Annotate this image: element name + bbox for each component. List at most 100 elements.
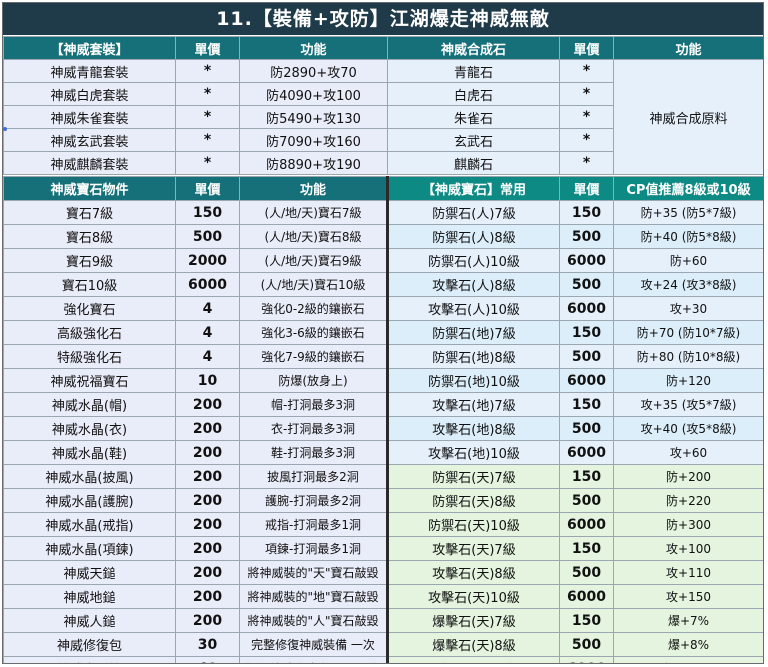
- cell-function: 將神威裝的"地"寶石敲毀: [239, 584, 388, 609]
- cell-price: 500: [559, 416, 614, 441]
- cell-stone: 防禦石(人)7級: [386, 200, 560, 225]
- selection-marker: [3, 127, 7, 131]
- cell-function: 戒指-打洞最多1洞: [239, 512, 388, 537]
- cell-cp-value: 攻+24 (攻3*8級): [613, 272, 763, 297]
- table-row: 神威祝福寶石 10 防爆(放身上) 防禦石(地)10級 6000 防+120: [3, 368, 763, 393]
- cell-price: 200: [175, 440, 240, 465]
- cell-stone: 防禦石(地)10級: [386, 368, 560, 393]
- cell-stone: 防禦石(天)10級: [386, 512, 560, 537]
- cell-item: 神威水晶(鞋): [3, 440, 176, 465]
- cell-function: 將神威裝的"天"寶石敲毀: [239, 560, 388, 585]
- cell-stone: 攻擊石(地)10級: [386, 440, 560, 465]
- cell-stone: 防禦石(人)10級: [386, 248, 560, 273]
- cell-item: 強化寶石: [3, 296, 176, 321]
- cell-cp-value: 爆+8%: [613, 632, 763, 657]
- cell-cp-value: 攻+40 (攻5*8級): [613, 416, 763, 441]
- cell-cp-value: 攻+150: [613, 584, 763, 609]
- cell-price: *: [559, 59, 614, 83]
- table-row: 特級強化石 4 強化7-9級的鑲嵌石 防禦石(地)8級 500 防+80 (防10*8級): [3, 344, 763, 369]
- cell-price: 6000: [559, 368, 614, 393]
- cell-stone: 朱雀石: [387, 105, 560, 129]
- table-row: 寶石8級 500 (人/地/天)寶石8級 防禦石(人)8級 500 防+40 (防5*8級…: [3, 224, 763, 249]
- cell-price: 4: [175, 320, 240, 345]
- table-row: 神威麒麟套裝 * 防8890+攻190 麒麟石 *: [3, 151, 764, 175]
- cell-price: 150: [175, 200, 240, 225]
- cell-price: 200: [175, 512, 240, 537]
- cell-price: 500: [559, 632, 614, 657]
- cell-function: 強化7-9級的鑲嵌石: [239, 344, 388, 369]
- cell-item: 神威地鎚: [3, 584, 176, 609]
- cell-price: 150: [559, 464, 614, 489]
- cell-price: 500: [559, 344, 614, 369]
- cell-price: 30: [175, 632, 240, 657]
- cell-stone: 麒麟石: [387, 151, 560, 175]
- cell-stone: 防禦石(人)8級: [386, 224, 560, 249]
- set-table-header: 【神威套裝】 單價 功能 神威合成石 單價 功能: [3, 36, 763, 60]
- cell-cp-value: 攻+60: [613, 440, 763, 465]
- cell-price: 6000: [559, 656, 614, 663]
- col-header: 【神威套裝】: [3, 36, 176, 60]
- cell-stone: 白虎石: [387, 82, 560, 106]
- table-row: 寶石10級 6000 (人/地/天)寶石10級 攻擊石(人)8級 500 攻+24 (攻3…: [3, 272, 763, 297]
- cell-function: 將神威裝的"人"寶石敲毀: [239, 608, 388, 633]
- cell-cp-value: 防+300: [613, 512, 763, 537]
- cell-price: *: [175, 82, 240, 106]
- cell-function: 帽-打洞最多3洞: [239, 392, 388, 417]
- cell-item: 高級強化石: [3, 320, 176, 345]
- cell-function: 防5490+攻130: [239, 105, 388, 129]
- cell-item: 特級強化石: [3, 344, 176, 369]
- cell-price: 500: [559, 224, 614, 249]
- cell-price: *: [559, 151, 614, 175]
- cell-function: 強化0-2級的鑲嵌石: [239, 296, 388, 321]
- col-header: 單價: [559, 176, 614, 201]
- cell-price: *: [559, 128, 614, 152]
- col-header: 神威合成石: [387, 36, 560, 60]
- cell-item: 神威朱雀套裝: [3, 105, 176, 129]
- cell-price: 6000: [175, 272, 240, 297]
- cell-stone: 攻擊石(人)8級: [386, 272, 560, 297]
- cell-item: 寶石10級: [3, 272, 176, 297]
- cell-price: *: [559, 105, 614, 129]
- cell-item: 寶石9級: [3, 248, 176, 273]
- cell-price: 500: [559, 560, 614, 585]
- table-row: 神威地鎚 200 將神威裝的"地"寶石敲毀 攻擊石(天)10級 6000 攻+150: [3, 584, 763, 609]
- cell-price: 150: [559, 200, 614, 225]
- cell-price: 150: [559, 536, 614, 561]
- cell-item: 神威青龍套裝: [3, 59, 176, 83]
- col-header: 單價: [175, 176, 240, 201]
- cell-item: 神威水晶(帽): [3, 392, 176, 417]
- cell-function: 衣-打洞最多3洞: [239, 416, 388, 441]
- cell-function: 防爆(放身上): [239, 368, 388, 393]
- cell-function: 防2890+攻70: [239, 59, 388, 83]
- cell-price: 150: [559, 392, 614, 417]
- cell-item: 神威人鎚: [3, 608, 176, 633]
- cell-stone: 爆擊石(天)7級: [386, 608, 560, 633]
- col-header: 功能: [613, 36, 763, 60]
- table-row: 強化寶石 4 強化0-2級的鑲嵌石 攻擊石(人)10級 6000 攻+30: [3, 296, 763, 321]
- cell-function: 強化3-6級的鑲嵌石: [239, 320, 388, 345]
- cell-cp-value: 防+60: [613, 248, 763, 273]
- cell-item: 神威水晶(護腕): [3, 488, 176, 513]
- cell-price: 200: [175, 536, 240, 561]
- cell-price: 200: [175, 584, 240, 609]
- col-header: 功能: [239, 36, 388, 60]
- cell-price: 200: [175, 560, 240, 585]
- cell-item: 神威天鎚: [3, 560, 176, 585]
- cell-cp-value: 防+40 (防5*8級): [613, 224, 763, 249]
- cell-price: 500: [559, 272, 614, 297]
- cell-stone: 防禦石(地)7級: [386, 320, 560, 345]
- table-row: 神威人鎚 200 將神威裝的"人"寶石敲毀 爆擊石(天)7級 150 爆+7%: [3, 608, 763, 633]
- cell-item: 神威幸運符: [3, 656, 176, 663]
- cell-function: 完整修復神威裝備 一次: [239, 632, 388, 657]
- cell-cp-value: 攻+35 (攻5*7級): [613, 392, 763, 417]
- cell-item: 神威修復包: [3, 632, 176, 657]
- cell-cp-value: 攻+110: [613, 560, 763, 585]
- cell-price: 200: [175, 392, 240, 417]
- cell-cp-value: 防+200: [613, 464, 763, 489]
- cell-function: 防8890+攻190: [239, 151, 388, 175]
- cell-price: *: [175, 59, 240, 83]
- table-row: 神威水晶(項鍊) 200 項鍊-打洞最多1洞 攻擊石(天)7級 150 攻+100: [3, 536, 763, 561]
- cell-price: 150: [559, 320, 614, 345]
- cell-cp-value: 防+220: [613, 488, 763, 513]
